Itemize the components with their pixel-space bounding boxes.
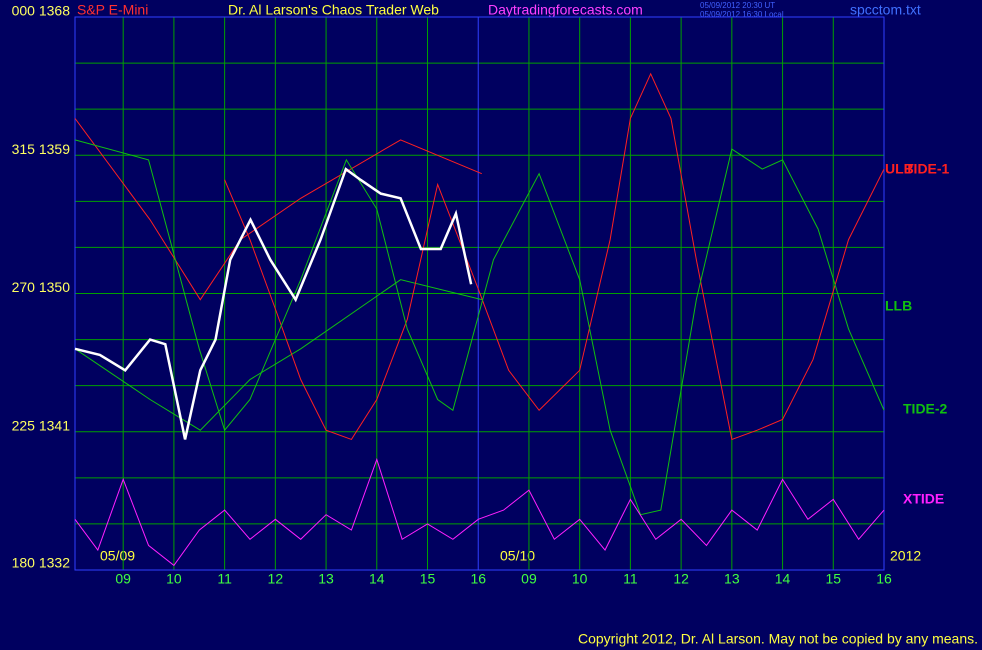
x-tick-label: 12 — [268, 571, 284, 587]
y-tick-label: 270 1350 — [12, 279, 71, 295]
file-name: spcctom.txt — [850, 2, 921, 18]
x-tick-label: 12 — [673, 571, 689, 587]
x-tick-label: 14 — [369, 571, 385, 587]
timestamp: 05/09/2012 20:30 UT — [700, 1, 775, 10]
y-tick-label: 225 1341 — [12, 417, 71, 433]
x-tick-label: 11 — [623, 571, 638, 587]
series-line — [74, 167, 473, 440]
series-line — [74, 279, 482, 431]
date-label: 05/10 — [500, 548, 535, 564]
series-label: TIDE-2 — [903, 401, 948, 417]
x-tick-label: 10 — [572, 571, 588, 587]
x-tick-label: 15 — [825, 571, 841, 587]
chart-title: Dr. Al Larson's Chaos Trader Web — [228, 2, 439, 18]
series-line — [224, 72, 885, 441]
x-tick-label: 11 — [217, 571, 232, 587]
series-label: LLB — [885, 298, 912, 314]
plot-frame — [74, 16, 885, 571]
copyright: Copyright 2012, Dr. Al Larson. May not b… — [578, 631, 978, 647]
x-tick-label: 09 — [115, 571, 131, 587]
series-label: ULB — [885, 161, 914, 177]
y-tick-label: 315 1359 — [12, 141, 71, 157]
x-tick-label: 15 — [420, 571, 436, 587]
date-label: 2012 — [890, 548, 921, 564]
x-tick-label: 10 — [166, 571, 182, 587]
series-label: XTIDE — [903, 491, 944, 507]
y-tick-label: 000 1368 — [12, 3, 71, 19]
x-tick-label: 09 — [521, 571, 537, 587]
date-label: 05/09 — [100, 548, 135, 564]
x-tick-label: 16 — [470, 571, 486, 587]
series-line — [74, 457, 885, 567]
x-tick-label: 13 — [318, 571, 334, 587]
x-tick-label: 13 — [724, 571, 740, 587]
site: Daytradingforecasts.com — [488, 2, 643, 18]
x-tick-label: 16 — [876, 571, 892, 587]
series-line — [74, 139, 885, 516]
timestamp: 05/09/2012 16:30 Local — [700, 10, 784, 19]
series-label: TIDE-1 — [905, 161, 950, 177]
x-tick-label: 14 — [775, 571, 791, 587]
y-tick-label: 180 1332 — [12, 555, 71, 571]
instrument: S&P E-Mini — [77, 2, 148, 18]
